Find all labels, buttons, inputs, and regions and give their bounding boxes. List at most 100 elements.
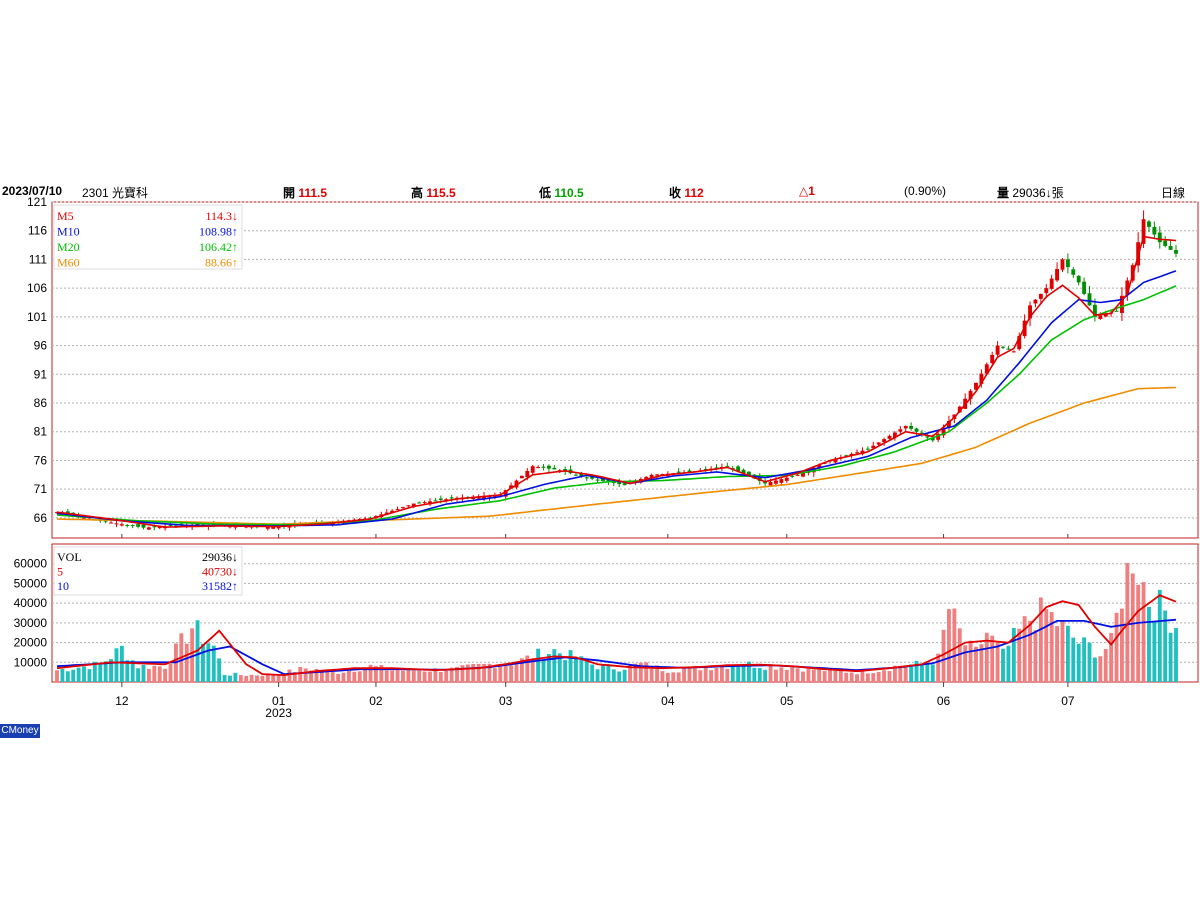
volume-bar — [292, 672, 297, 682]
volume-bar — [952, 608, 957, 682]
volume-bar — [401, 670, 405, 682]
candle-body — [725, 466, 730, 468]
volume-bar — [119, 645, 124, 682]
volume-bar — [228, 675, 232, 682]
candle-body — [941, 427, 946, 436]
volume-bar — [595, 669, 600, 682]
volume-bar — [384, 670, 389, 682]
volume-legend-box — [53, 546, 243, 596]
volume-bar — [925, 663, 930, 682]
volume-bar — [963, 645, 968, 682]
candle-body — [601, 478, 605, 481]
candle-body — [125, 524, 130, 526]
candle-body — [1092, 304, 1097, 317]
candle-body — [871, 445, 876, 449]
candle-body — [503, 490, 508, 497]
candle-body — [525, 470, 530, 478]
volume-bar — [1103, 649, 1108, 682]
price-legend-box — [53, 204, 243, 270]
volume-bar — [136, 668, 141, 682]
candle-body — [422, 502, 427, 504]
volume-bar — [692, 665, 697, 682]
volume-bar — [665, 672, 670, 682]
volume-bar — [774, 669, 778, 682]
candle-body — [947, 420, 951, 428]
volume-tick-label: 60000 — [14, 557, 48, 571]
candle-body — [276, 526, 281, 529]
volume-bar — [319, 670, 324, 682]
m5-line — [56, 235, 1177, 528]
volume-bar — [201, 643, 205, 682]
candle-body — [1055, 269, 1060, 281]
high-label: 高 — [411, 186, 424, 200]
volume-bar — [957, 628, 962, 682]
candle-body — [736, 466, 741, 472]
candle-body — [1174, 250, 1178, 254]
volume-bar — [141, 664, 146, 682]
candle-body — [1120, 295, 1124, 313]
volume-bar — [644, 662, 649, 682]
candle-body — [649, 474, 654, 479]
volume-bar — [98, 663, 103, 682]
candle-body — [617, 481, 622, 485]
volume-bar — [125, 660, 130, 682]
volume-bar — [914, 660, 919, 682]
quote-symbol: 2301 光寶科 — [82, 186, 149, 200]
volume-bar — [492, 668, 497, 682]
volume-bar — [714, 667, 719, 682]
low-value: 110.5 — [554, 186, 584, 200]
volume-bar — [1071, 637, 1076, 682]
candle-body — [411, 503, 416, 507]
price-tick-label: 96 — [34, 339, 48, 353]
price-tick-label: 91 — [34, 367, 48, 381]
volume-bar — [638, 662, 643, 682]
candle-body — [1157, 232, 1162, 243]
volume-bar — [871, 673, 876, 682]
volume-bar — [76, 667, 81, 682]
volume-bar — [406, 668, 411, 682]
volume-bar — [730, 666, 735, 682]
open-value: 111.5 — [298, 186, 328, 200]
volume-bar — [698, 670, 703, 682]
quote-change: △1 — [799, 184, 815, 198]
volume-legend-name: 10 — [57, 579, 69, 593]
price-legend-value: 108.98↑ — [199, 225, 238, 239]
high-value: 115.5 — [426, 186, 456, 200]
volume-bar — [968, 640, 973, 682]
price-legend-name: M60 — [57, 256, 80, 270]
candle-body — [644, 476, 649, 481]
volume-bar — [114, 648, 119, 682]
candle-body — [768, 482, 773, 486]
volume-bar — [725, 668, 730, 682]
brand-logo: CMoney — [0, 724, 40, 738]
price-tick-label: 116 — [28, 224, 47, 238]
volume-bar — [1049, 611, 1054, 682]
candle-body — [1087, 293, 1092, 306]
volume-bar — [390, 670, 395, 682]
candle-body — [936, 433, 941, 440]
volume-bar — [168, 663, 173, 682]
volume-bar — [903, 666, 908, 682]
volume-bar — [811, 669, 816, 682]
volume-bar — [211, 645, 216, 682]
volume-legend-value: 29036↓ — [202, 550, 238, 564]
volume-bar — [887, 671, 892, 682]
candle-body — [574, 474, 578, 476]
volume-bar — [1082, 637, 1087, 682]
volume-bar — [784, 669, 789, 682]
candle-body — [865, 448, 870, 450]
volume-bar — [1017, 628, 1022, 682]
close-label: 收 — [669, 186, 682, 200]
x-tick-label: 07 — [1061, 694, 1075, 708]
price-legend-value: 88.66↑ — [205, 256, 238, 270]
volume-m10-line — [56, 618, 1177, 676]
x-tick-label: 03 — [499, 694, 513, 708]
volume-bar — [979, 644, 984, 682]
volume-bar — [579, 656, 584, 682]
candle-body — [152, 526, 157, 528]
candle-body — [584, 477, 589, 479]
volume-bar — [1152, 622, 1157, 682]
candle-body — [595, 479, 600, 481]
candle-body — [1098, 315, 1103, 320]
volume-bar — [190, 628, 195, 682]
